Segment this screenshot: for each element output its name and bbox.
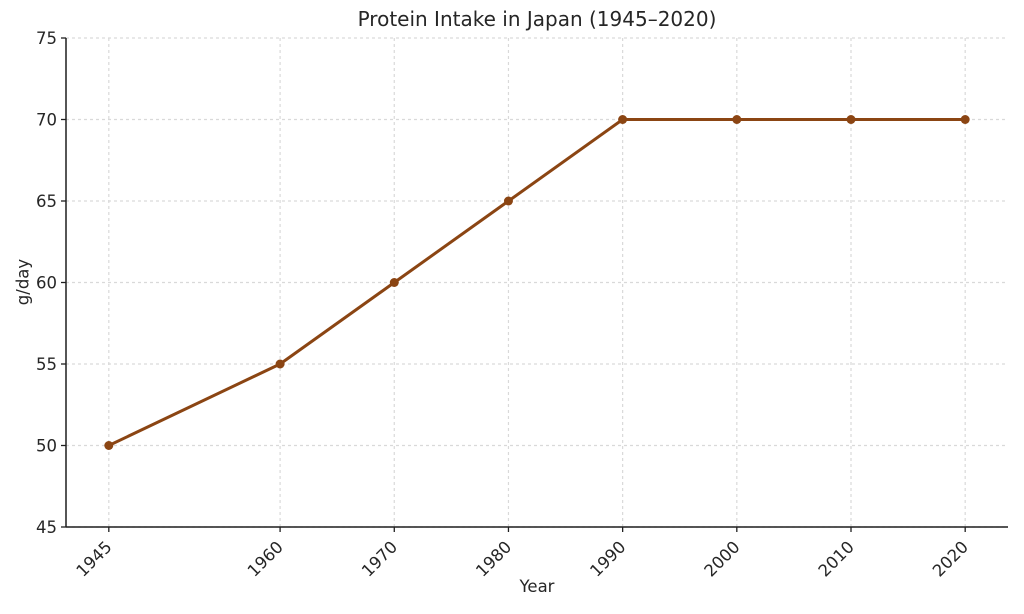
x-tick-label: 1990	[586, 537, 629, 580]
x-axis-label: Year	[519, 577, 555, 596]
y-tick-label: 55	[36, 355, 57, 374]
data-point	[846, 115, 856, 124]
data-point	[960, 115, 970, 124]
data-point	[503, 196, 513, 206]
x-tick-label: 2020	[929, 537, 972, 580]
x-tick-label: 1980	[472, 537, 515, 580]
x-tick-label: 2010	[815, 537, 858, 580]
data-point	[389, 278, 399, 287]
data-point	[732, 115, 742, 124]
y-tick-label: 65	[36, 192, 57, 211]
x-tick-label: 1960	[244, 537, 287, 580]
y-tick-label: 60	[36, 274, 57, 293]
x-tick-label: 1945	[73, 537, 116, 580]
data-point	[104, 441, 114, 450]
y-tick-label: 70	[36, 111, 57, 130]
y-axis-label: g/day	[13, 258, 33, 306]
data-point	[275, 359, 285, 369]
series-line-protein-intake	[107, 118, 967, 447]
y-tick-label: 50	[36, 437, 57, 456]
x-tick-label: 1970	[358, 537, 401, 580]
chart-title: Protein Intake in Japan (1945–2020)	[357, 7, 717, 31]
y-tick-label: 45	[36, 518, 57, 537]
x-tick-label: 2000	[701, 537, 744, 580]
y-tick-label: 75	[36, 29, 57, 48]
data-point	[618, 115, 628, 124]
